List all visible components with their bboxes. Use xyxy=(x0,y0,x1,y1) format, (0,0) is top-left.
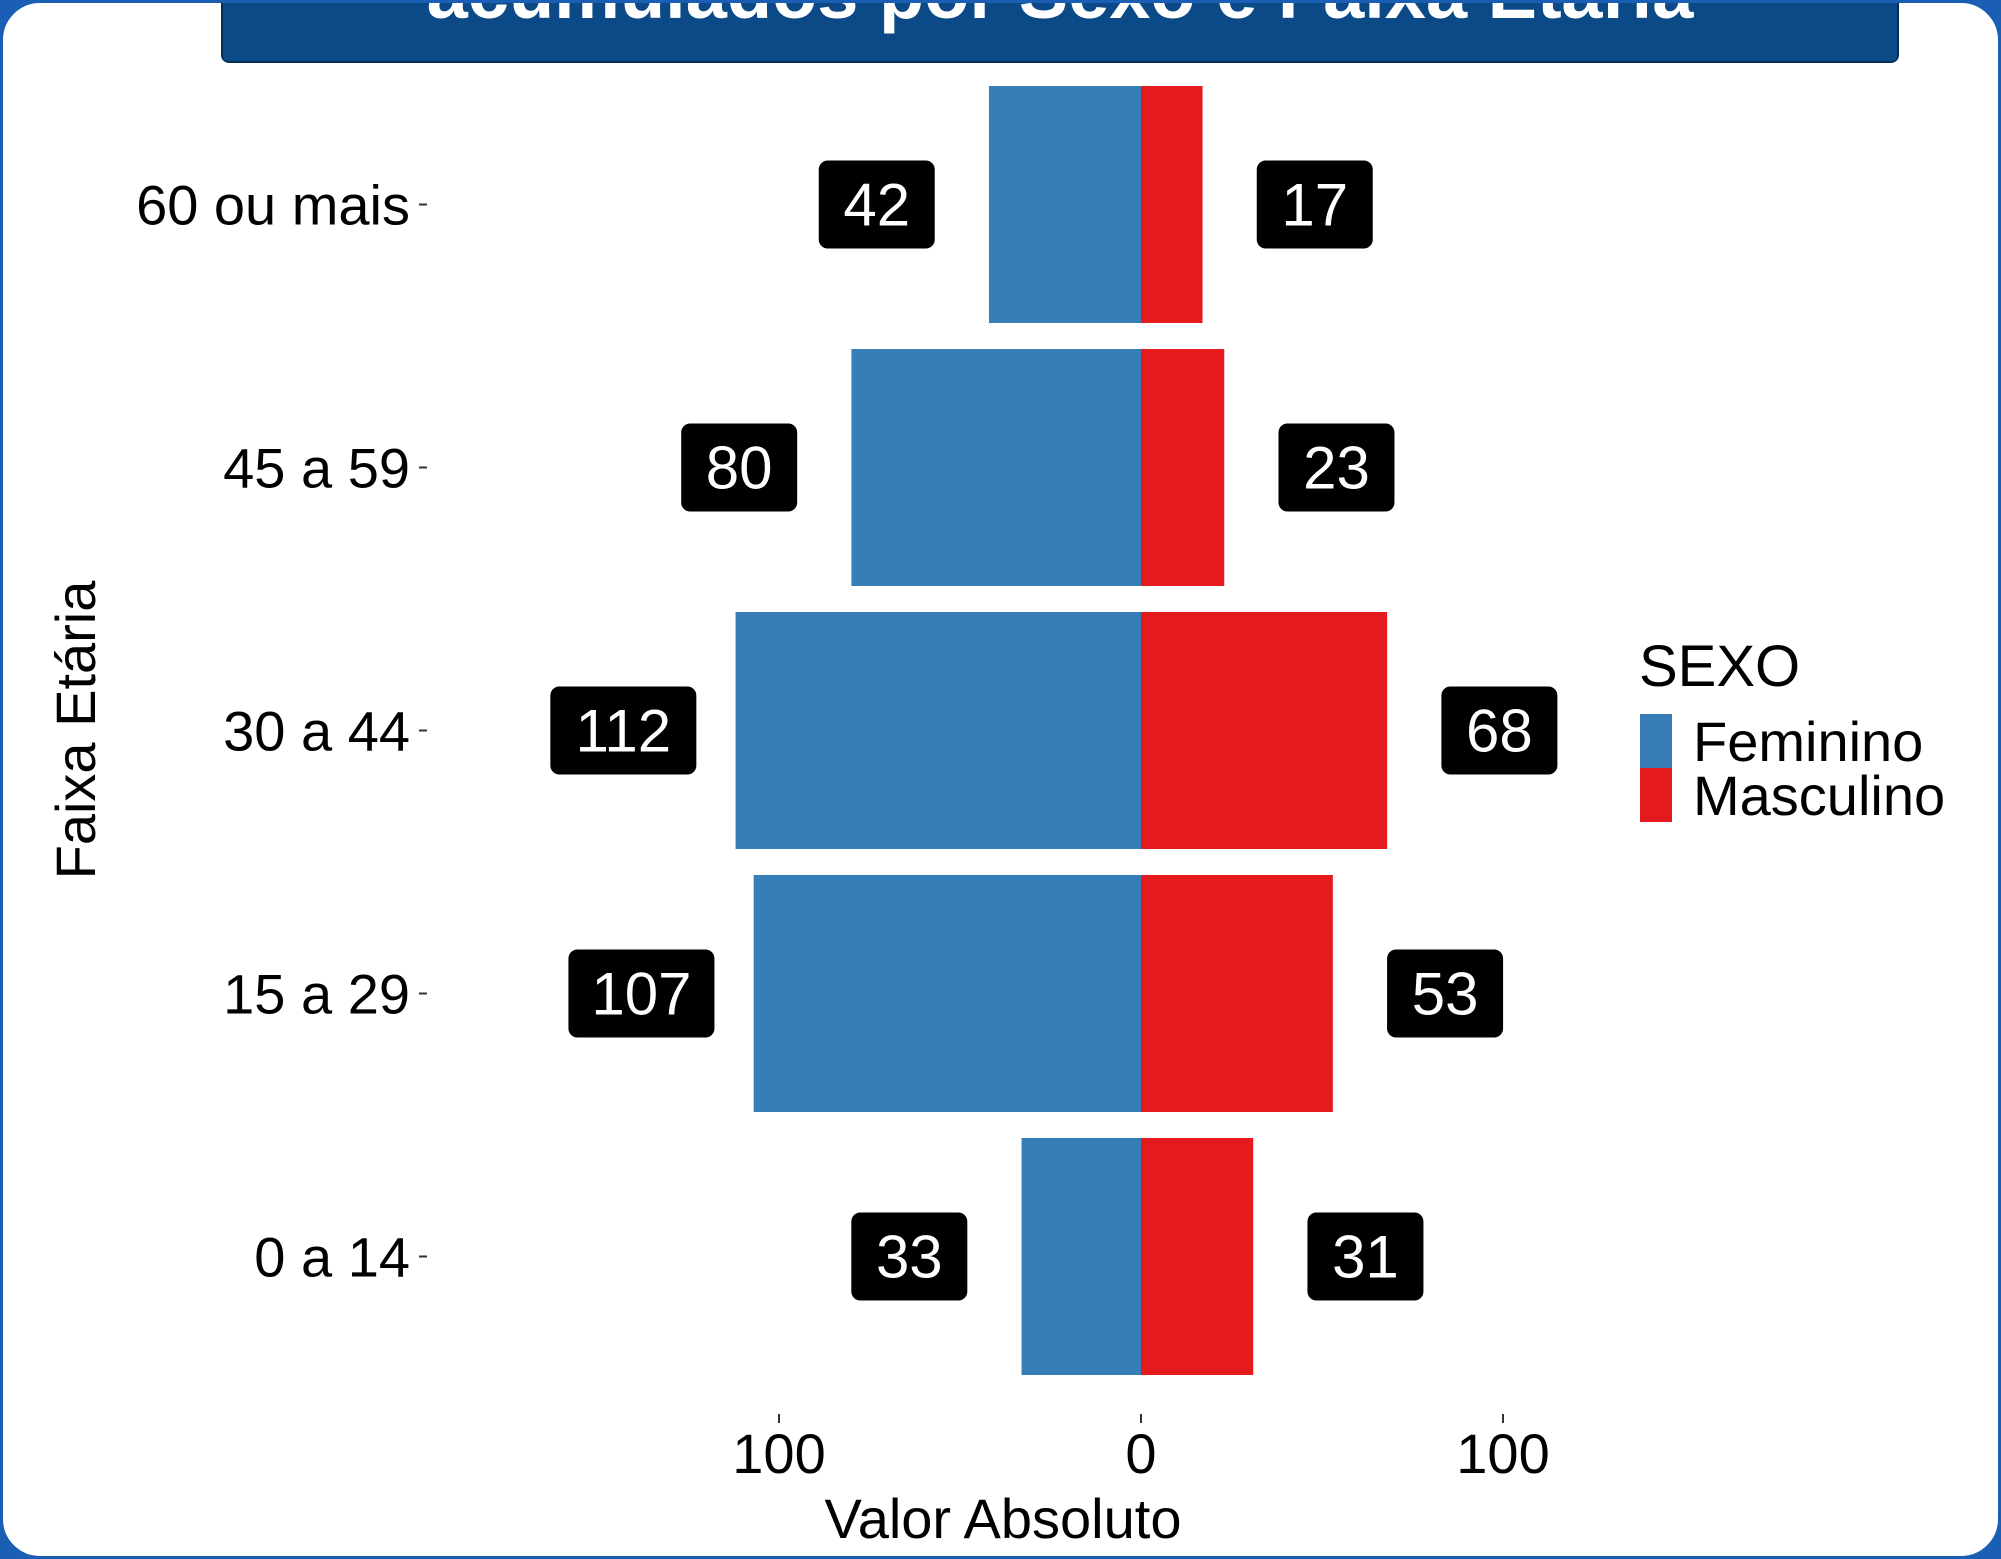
bar-masculino-45-a-59 xyxy=(1141,349,1225,586)
bars-layer xyxy=(735,86,1388,1375)
data-label-box-feminino-60-ou-mais xyxy=(818,160,935,249)
x-axis: 100 0 100 xyxy=(732,1414,1550,1485)
y-tick-label-45-a-59: 45 a 59 xyxy=(223,437,410,500)
y-tick-label-60-ou-mais: 60 ou mais xyxy=(136,174,410,237)
data-label-masculino-45-a-59: 23 xyxy=(1303,435,1370,502)
data-label-feminino-30-a-44: 112 xyxy=(576,698,672,765)
x-tick-label-0: 100 xyxy=(732,1422,825,1485)
bar-masculino-15-a-29 xyxy=(1141,875,1333,1112)
data-label-masculino-15-a-29: 53 xyxy=(1412,961,1479,1028)
data-label-box-feminino-15-a-29 xyxy=(568,949,715,1038)
y-tick-label-30-a-44: 30 a 44 xyxy=(223,700,410,763)
legend-swatch-masculino xyxy=(1640,768,1672,822)
data-label-box-feminino-0-a-14 xyxy=(851,1212,968,1301)
data-label-masculino-60-ou-mais: 17 xyxy=(1281,172,1348,239)
bar-feminino-15-a-29 xyxy=(753,875,1141,1112)
y-tick-label-0-a-14: 0 a 14 xyxy=(254,1226,410,1289)
data-label-box-feminino-45-a-59 xyxy=(681,423,798,512)
data-label-feminino-60-ou-mais: 42 xyxy=(843,172,910,239)
legend: SEXO Feminino Masculino xyxy=(1639,634,1945,827)
bar-feminino-60-ou-mais xyxy=(988,86,1141,323)
bar-feminino-0-a-14 xyxy=(1021,1138,1141,1375)
bar-feminino-30-a-44 xyxy=(735,612,1141,849)
legend-label-masculino: Masculino xyxy=(1693,764,1945,827)
data-label-box-masculino-0-a-14 xyxy=(1307,1212,1424,1301)
data-labels-layer: 42 17 80 23 112 68 107 53 33 31 xyxy=(550,160,1558,1301)
data-label-box-feminino-30-a-44 xyxy=(550,686,697,775)
data-label-masculino-30-a-44: 68 xyxy=(1466,698,1533,765)
y-axis: 60 ou mais 45 a 59 30 a 44 15 a 29 0 a 14 xyxy=(136,174,427,1289)
x-axis-title: Valor Absoluto xyxy=(825,1487,1182,1550)
data-label-masculino-0-a-14: 31 xyxy=(1332,1224,1399,1291)
title-banner: acumulados por Sexo e Faixa Etária xyxy=(221,3,1899,63)
data-label-feminino-15-a-29: 107 xyxy=(591,961,691,1028)
population-pyramid-chart: 42 17 80 23 112 68 107 53 33 31 60 ou mais 45 a 59… xyxy=(44,86,1945,1550)
chart-title: acumulados por Sexo e Faixa Etária xyxy=(223,3,1897,33)
data-label-box-masculino-60-ou-mais xyxy=(1256,160,1373,249)
x-tick-label-2: 100 xyxy=(1456,1422,1549,1485)
legend-swatch-feminino xyxy=(1640,714,1672,768)
bar-masculino-30-a-44 xyxy=(1141,612,1388,849)
bar-masculino-60-ou-mais xyxy=(1141,86,1203,323)
x-tick-label-1: 0 xyxy=(1125,1422,1156,1485)
legend-label-feminino: Feminino xyxy=(1693,710,1923,773)
data-label-box-masculino-15-a-29 xyxy=(1387,949,1504,1038)
data-label-box-masculino-30-a-44 xyxy=(1441,686,1558,775)
bar-masculino-0-a-14 xyxy=(1141,1138,1254,1375)
legend-title: SEXO xyxy=(1639,634,1800,699)
bar-feminino-45-a-59 xyxy=(851,349,1141,586)
data-label-box-masculino-45-a-59 xyxy=(1278,423,1395,512)
data-label-feminino-45-a-59: 80 xyxy=(706,435,773,502)
y-tick-label-15-a-29: 15 a 29 xyxy=(223,963,410,1026)
data-label-feminino-0-a-14: 33 xyxy=(876,1224,943,1291)
y-axis-title: Faixa Etária xyxy=(44,580,107,880)
